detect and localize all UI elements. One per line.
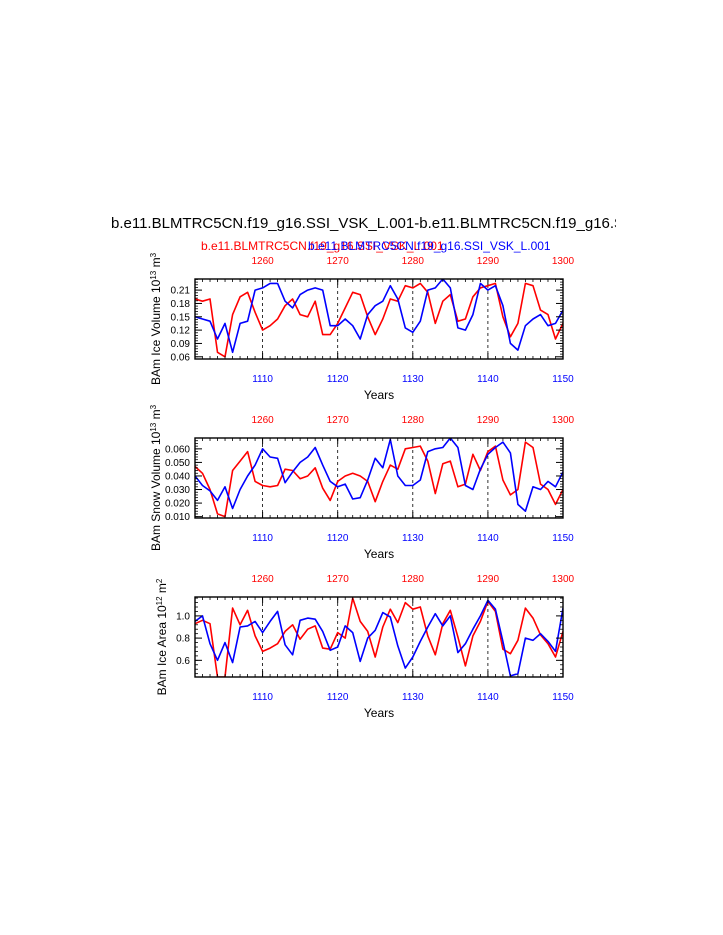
snow-volume-panel: 1110 1120 1130 1140 1150 1260 1270 1280 1290 1300… <box>149 404 575 561</box>
y-axis-title: BAm Ice Area 1012 m2 <box>155 578 170 695</box>
ice-volume-panel: 1110 1120 1130 1140 1150 1260 1270 1280 1290 1300… <box>149 252 575 402</box>
y-tick-label: 0.18 <box>171 299 191 310</box>
y-axis-title: BAm Ice Volume 1013 m3 <box>149 252 164 385</box>
x-tick-label-bottom: 1140 <box>477 374 499 385</box>
x-tick-label-bottom: 1150 <box>552 692 574 703</box>
x-tick-label-top: 1270 <box>327 574 350 585</box>
y-tick-label: 0.020 <box>165 499 190 510</box>
x-tick-label-bottom: 1110 <box>252 692 273 703</box>
series-line-red <box>195 597 563 677</box>
x-tick-label-bottom: 1120 <box>327 374 349 385</box>
x-tick-label-top: 1300 <box>552 415 575 426</box>
x-tick-label-bottom: 1120 <box>327 533 349 544</box>
y-tick-label: 0.010 <box>165 512 190 523</box>
subtitle-blue-series: b.e11.BLMTRC5CN.f19_g16.SSI_VSK_L.001 <box>308 239 551 253</box>
y-tick-label: 0.21 <box>171 286 191 297</box>
x-tick-label-top: 1280 <box>402 256 425 267</box>
x-tick-label-bottom: 1140 <box>477 692 499 703</box>
x-tick-label-bottom: 1110 <box>252 533 273 544</box>
x-tick-label-top: 1300 <box>552 256 575 267</box>
x-axis-title: Years <box>364 706 394 720</box>
y-tick-label: 0.15 <box>171 312 191 323</box>
x-tick-label-bottom: 1150 <box>552 533 574 544</box>
x-tick-label-top: 1290 <box>477 256 500 267</box>
y-tick-label: 1.0 <box>176 611 190 622</box>
x-tick-label-top: 1280 <box>402 415 425 426</box>
x-tick-label-bottom: 1140 <box>477 533 499 544</box>
x-tick-label-bottom: 1110 <box>252 374 273 385</box>
x-tick-label-top: 1260 <box>251 256 274 267</box>
y-tick-label: 0.030 <box>165 485 190 496</box>
series-line-blue <box>195 279 563 354</box>
x-tick-label-top: 1260 <box>251 415 274 426</box>
x-tick-label-top: 1290 <box>477 574 500 585</box>
y-tick-label: 0.8 <box>176 634 190 645</box>
x-tick-label-bottom: 1130 <box>402 374 424 385</box>
plot-frame <box>194 278 564 360</box>
y-tick-label: 0.6 <box>176 656 190 667</box>
x-tick-label-top: 1280 <box>402 574 425 585</box>
y-tick-label: 0.040 <box>165 471 190 482</box>
x-tick-label-bottom: 1130 <box>402 533 424 544</box>
page-title: b.e11.BLMTRC5CN.f19_g16.SSI_VSK_L.001-b.… <box>111 215 616 232</box>
x-tick-label-top: 1270 <box>327 256 350 267</box>
y-tick-label: 0.09 <box>171 339 191 350</box>
y-axis-title: BAm Snow Volume 1013 m3 <box>149 404 164 551</box>
x-tick-label-top: 1290 <box>477 415 500 426</box>
x-axis-title: Years <box>364 547 394 561</box>
series-line-red <box>195 441 563 518</box>
y-tick-label: 0.060 <box>165 444 190 455</box>
y-tick-label: 0.12 <box>171 326 191 337</box>
x-tick-label-top: 1300 <box>552 574 575 585</box>
x-tick-label-bottom: 1130 <box>402 692 424 703</box>
series-line-red <box>195 282 563 358</box>
x-tick-label-top: 1260 <box>251 574 274 585</box>
series-line-blue <box>195 599 563 677</box>
subtitle-red-series: b.e11.BLMTRC5CN.f19_g16.SSI_VSK_L.001 <box>201 239 444 253</box>
x-tick-label-bottom: 1150 <box>552 374 574 385</box>
x-axis-title: Years <box>364 388 394 402</box>
series-line-blue <box>195 438 563 513</box>
plot-frame <box>194 596 564 678</box>
ice-area-panel: 1110 1120 1130 1140 1150 1260 1270 1280 1290 1300… <box>155 574 575 720</box>
y-tick-label: 0.050 <box>165 458 190 469</box>
y-tick-label: 0.06 <box>171 352 191 363</box>
plot-frame <box>194 437 564 519</box>
x-tick-label-bottom: 1120 <box>327 692 349 703</box>
x-tick-label-top: 1270 <box>327 415 350 426</box>
